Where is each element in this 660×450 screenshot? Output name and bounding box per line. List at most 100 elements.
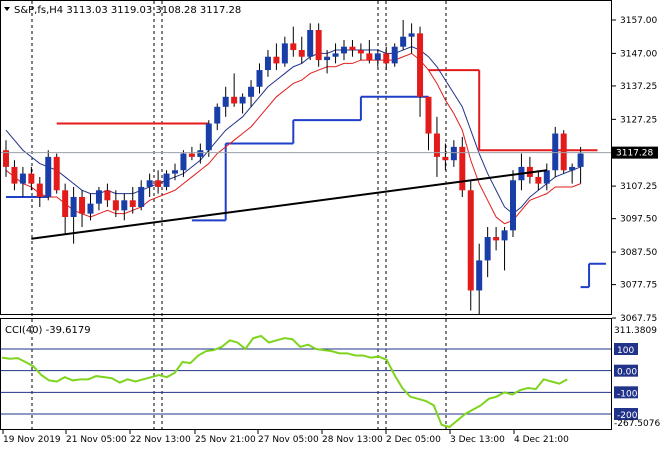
time-tick-label: 19 Nov 2019 (3, 435, 61, 445)
candle-body (450, 146, 457, 161)
candle[interactable] (231, 73, 238, 107)
candle[interactable] (146, 173, 153, 197)
price-tick-label: 3077.75 (620, 281, 657, 291)
candle-body (535, 176, 542, 184)
candle[interactable] (560, 130, 567, 174)
candle[interactable] (273, 43, 280, 71)
candle[interactable] (543, 163, 550, 191)
candle[interactable] (172, 163, 178, 181)
candle-body (256, 70, 263, 87)
candle-body (36, 183, 43, 197)
candle-body (121, 200, 128, 211)
candle-body (248, 86, 255, 97)
cci-plot-area (1, 334, 611, 429)
candle[interactable] (281, 36, 288, 67)
candle[interactable] (205, 120, 212, 157)
candle-body (188, 153, 195, 157)
candle[interactable] (510, 170, 516, 238)
candle[interactable] (552, 126, 559, 177)
candle[interactable] (112, 190, 119, 217)
candle[interactable] (450, 140, 457, 167)
candle[interactable] (332, 43, 339, 64)
indicator-panel-frame (0, 318, 612, 430)
candle[interactable] (349, 40, 356, 57)
support-trendline[interactable] (31, 169, 547, 240)
candle[interactable] (442, 143, 449, 171)
candle[interactable] (3, 140, 9, 177)
candle[interactable] (476, 243, 483, 317)
candle[interactable] (467, 180, 474, 311)
candle[interactable] (197, 143, 204, 164)
candle-body (484, 237, 491, 261)
candle-body (552, 133, 559, 171)
level-lines (6, 69, 606, 289)
triangle-down-icon[interactable] (4, 7, 10, 11)
cci-level-label-bg (614, 343, 638, 355)
candle[interactable] (408, 23, 415, 54)
main-panel-frame (0, 0, 612, 315)
candle[interactable] (264, 50, 271, 77)
candle[interactable] (366, 40, 373, 64)
cci-level-label-bg (614, 386, 638, 399)
candle[interactable] (188, 146, 195, 161)
candle[interactable] (62, 183, 69, 234)
candle[interactable] (45, 150, 52, 201)
candle-body (298, 50, 305, 57)
candle[interactable] (501, 227, 508, 271)
candle-body (180, 153, 187, 171)
candle[interactable] (315, 23, 322, 67)
candle[interactable] (104, 183, 111, 207)
cci-level-label-bg (614, 408, 638, 420)
candle[interactable] (298, 36, 305, 64)
cci-axis: 100 0.00 -100 -200 311.3809 -267.5076 (614, 326, 660, 429)
candle[interactable] (307, 23, 314, 61)
candle[interactable] (400, 20, 407, 51)
candle-body (467, 190, 474, 291)
candle[interactable] (569, 163, 576, 184)
candle[interactable] (357, 43, 364, 61)
candle-body (70, 196, 77, 217)
candle[interactable] (214, 103, 221, 131)
candle[interactable] (239, 93, 246, 114)
candle[interactable] (459, 136, 466, 197)
candle[interactable] (417, 26, 424, 117)
time-tick-label: 3 Dec 13:00 (450, 435, 505, 445)
candle-body (400, 36, 407, 47)
candle[interactable] (121, 193, 128, 221)
candle[interactable] (374, 50, 381, 67)
candle-body (433, 133, 440, 157)
candle[interactable] (95, 186, 102, 211)
candle[interactable] (180, 150, 187, 177)
candle[interactable] (11, 160, 18, 191)
candle-body (197, 150, 204, 157)
candle[interactable] (36, 176, 43, 207)
candle[interactable] (79, 190, 86, 228)
candle[interactable] (383, 46, 390, 71)
candle[interactable] (324, 50, 331, 74)
candle[interactable] (535, 170, 542, 191)
candle[interactable] (163, 170, 170, 191)
candle[interactable] (433, 116, 440, 177)
candle[interactable] (256, 63, 263, 94)
candle-body (214, 106, 221, 124)
candle[interactable] (248, 80, 255, 107)
candle[interactable] (290, 26, 297, 57)
candle[interactable] (129, 186, 136, 214)
candle[interactable] (87, 193, 94, 221)
candle[interactable] (70, 186, 77, 244)
candle[interactable] (493, 227, 500, 251)
candle[interactable] (425, 96, 432, 151)
candle[interactable] (341, 40, 347, 61)
candle[interactable] (28, 166, 35, 191)
candle-body (332, 53, 339, 57)
candle[interactable] (391, 43, 398, 67)
candle[interactable] (53, 153, 60, 194)
cci-level-label: -100 (617, 389, 638, 399)
candle[interactable] (155, 170, 162, 194)
candle[interactable] (19, 166, 26, 197)
candle[interactable] (222, 86, 229, 117)
candle[interactable] (138, 180, 145, 211)
time-tick-label: 25 Nov 21:00 (195, 435, 256, 445)
candle[interactable] (484, 227, 491, 278)
